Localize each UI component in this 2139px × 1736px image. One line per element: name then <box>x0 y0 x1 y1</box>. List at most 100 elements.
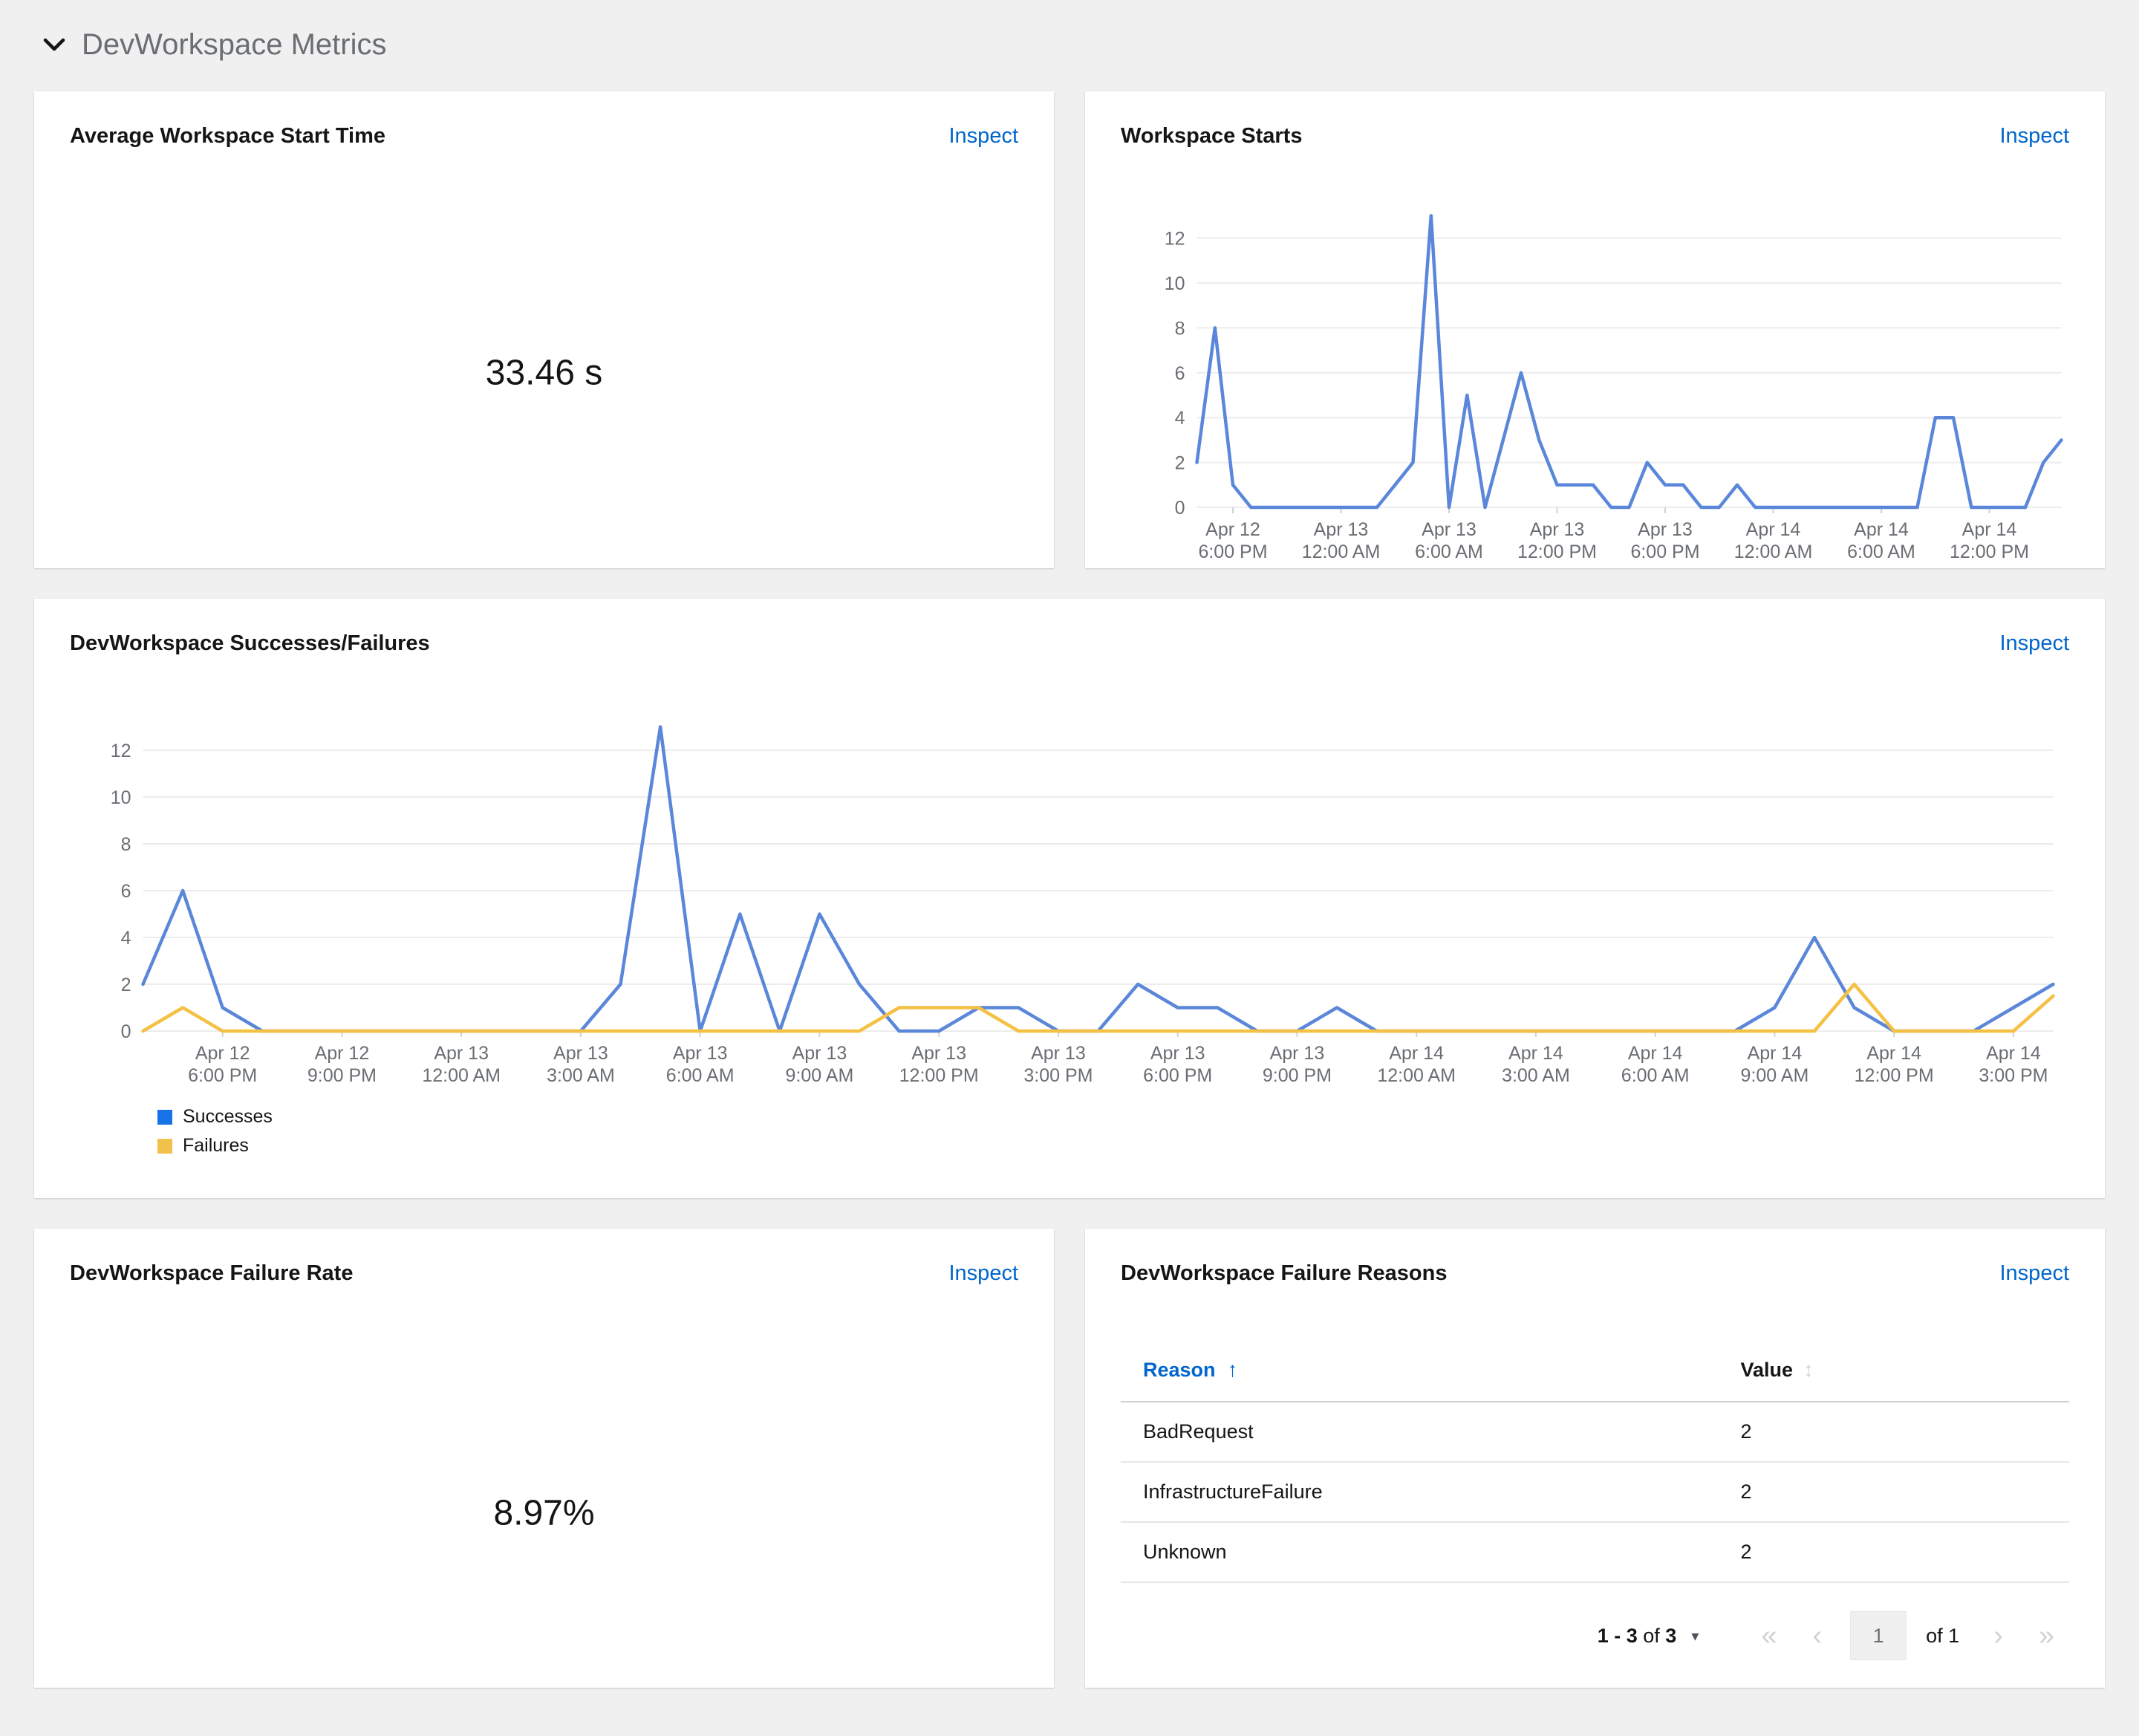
svg-text:Apr 13: Apr 13 <box>1270 1043 1325 1064</box>
svg-text:12:00 PM: 12:00 PM <box>1950 542 2029 562</box>
chart-legend: Successes Failures <box>157 1106 2069 1157</box>
svg-text:6:00 AM: 6:00 AM <box>1847 542 1915 562</box>
inspect-link-failure-rate[interactable]: Inspect <box>948 1261 1019 1285</box>
inspect-link-successes-failures[interactable]: Inspect <box>1999 631 2070 655</box>
svg-text:6:00 PM: 6:00 PM <box>188 1065 257 1086</box>
svg-text:Apr 14: Apr 14 <box>1986 1043 2041 1064</box>
inspect-link-avg-start-time[interactable]: Inspect <box>948 124 1019 148</box>
failure-reasons-card: DevWorkspace Failure Reasons Inspect Rea… <box>1085 1229 2105 1688</box>
value-cell: 2 <box>1718 1402 2069 1463</box>
svg-text:Apr 13: Apr 13 <box>553 1043 608 1064</box>
page-count-label: of 1 <box>1926 1624 1960 1647</box>
svg-text:6:00 PM: 6:00 PM <box>1143 1065 1212 1086</box>
svg-text:9:00 AM: 9:00 AM <box>1741 1065 1809 1086</box>
svg-text:Apr 13: Apr 13 <box>673 1043 728 1064</box>
reason-cell: InfrastructureFailure <box>1121 1462 1719 1523</box>
first-page-button[interactable]: « <box>1746 1622 1791 1650</box>
svg-text:4: 4 <box>121 928 131 949</box>
failure-reasons-table: Reason ↑ Value ↕ BadRequest 2 Infrastructu… <box>1121 1358 2069 1583</box>
svg-text:Apr 14: Apr 14 <box>1508 1043 1563 1064</box>
reason-cell: BadRequest <box>1121 1402 1719 1463</box>
svg-text:12: 12 <box>1165 229 1185 250</box>
next-page-button[interactable]: › <box>1979 1622 2018 1650</box>
svg-text:9:00 PM: 9:00 PM <box>307 1065 377 1086</box>
reason-cell: Unknown <box>1121 1522 1719 1583</box>
svg-text:Apr 12: Apr 12 <box>315 1043 370 1064</box>
svg-text:3:00 AM: 3:00 AM <box>547 1065 615 1086</box>
legend-item-successes[interactable]: Successes <box>157 1106 2069 1128</box>
value-cell: 2 <box>1718 1522 2069 1583</box>
previous-page-button[interactable]: ‹ <box>1798 1622 1837 1650</box>
per-page-menu-toggle[interactable]: 1 - 3 of 3 ▾ <box>1597 1624 1699 1647</box>
svg-text:Apr 13: Apr 13 <box>1422 519 1477 540</box>
metrics-row-2: DevWorkspace Successes/Failures Inspect … <box>34 599 2105 1198</box>
svg-text:Apr 13: Apr 13 <box>1150 1043 1205 1064</box>
section-toggle[interactable]: DevWorkspace Metrics <box>43 28 2105 62</box>
svg-text:2: 2 <box>1175 453 1185 474</box>
svg-text:3:00 AM: 3:00 AM <box>1502 1065 1570 1086</box>
svg-text:10: 10 <box>111 787 131 808</box>
current-page-input[interactable] <box>1850 1611 1907 1660</box>
svg-text:10: 10 <box>1165 273 1185 294</box>
svg-text:Apr 14: Apr 14 <box>1748 1043 1803 1064</box>
svg-text:Apr 13: Apr 13 <box>1314 519 1369 540</box>
svg-text:3:00 PM: 3:00 PM <box>1979 1065 2048 1086</box>
svg-text:6:00 PM: 6:00 PM <box>1630 542 1699 562</box>
card-title: Average Workspace Start Time <box>70 124 385 148</box>
svg-text:9:00 AM: 9:00 AM <box>786 1065 854 1086</box>
svg-text:Apr 13: Apr 13 <box>911 1043 966 1064</box>
card-title: DevWorkspace Failure Rate <box>70 1261 354 1285</box>
last-page-button[interactable]: » <box>2024 1622 2069 1650</box>
metrics-row-1: Average Workspace Start Time Inspect 33.… <box>34 91 2105 568</box>
legend-item-failures[interactable]: Failures <box>157 1135 2069 1157</box>
svg-text:Apr 13: Apr 13 <box>792 1043 847 1064</box>
inspect-link-workspace-starts[interactable]: Inspect <box>1999 124 2070 148</box>
svg-text:Apr 14: Apr 14 <box>1628 1043 1683 1064</box>
svg-text:6:00 AM: 6:00 AM <box>666 1065 735 1086</box>
legend-label: Failures <box>183 1135 249 1156</box>
failure-rate-value: 8.97% <box>493 1493 595 1533</box>
pagination-range: 1 - 3 <box>1597 1624 1638 1647</box>
card-title: DevWorkspace Successes/Failures <box>70 631 430 655</box>
svg-text:9:00 PM: 9:00 PM <box>1263 1065 1332 1086</box>
svg-text:Apr 14: Apr 14 <box>1866 1043 1921 1064</box>
svg-text:3:00 PM: 3:00 PM <box>1023 1065 1093 1086</box>
svg-text:Apr 14: Apr 14 <box>1746 519 1801 540</box>
svg-text:4: 4 <box>1175 408 1185 429</box>
svg-text:Apr 13: Apr 13 <box>1638 519 1693 540</box>
successes-failures-card: DevWorkspace Successes/Failures Inspect … <box>34 599 2105 1198</box>
devworkspace-metrics-page: DevWorkspace Metrics Average Workspace S… <box>34 28 2105 1688</box>
card-title: Workspace Starts <box>1121 124 1303 148</box>
svg-text:12: 12 <box>111 741 131 761</box>
svg-text:12:00 PM: 12:00 PM <box>1517 542 1597 562</box>
inspect-link-failure-reasons[interactable]: Inspect <box>1999 1261 2070 1285</box>
svg-text:6: 6 <box>1175 363 1185 384</box>
pagination: 1 - 3 of 3 ▾ « ‹ of 1 › » <box>1121 1611 2069 1660</box>
sort-icon: ↕ <box>1803 1358 1814 1381</box>
svg-text:8: 8 <box>121 834 131 855</box>
svg-text:12:00 AM: 12:00 AM <box>1302 542 1381 562</box>
svg-text:6:00 AM: 6:00 AM <box>1415 542 1483 562</box>
caret-down-icon: ▾ <box>1691 1628 1699 1645</box>
failures-swatch-icon <box>157 1138 172 1154</box>
svg-text:12:00 AM: 12:00 AM <box>1734 542 1813 562</box>
sort-ascending-icon: ↑ <box>1227 1358 1238 1381</box>
svg-text:2: 2 <box>121 975 131 995</box>
svg-text:Apr 12: Apr 12 <box>1205 519 1260 540</box>
card-title: DevWorkspace Failure Reasons <box>1121 1261 1448 1285</box>
avg-start-time-card: Average Workspace Start Time Inspect 33.… <box>34 91 1054 568</box>
svg-text:Apr 13: Apr 13 <box>434 1043 489 1064</box>
svg-text:12:00 PM: 12:00 PM <box>899 1065 979 1086</box>
svg-text:Apr 13: Apr 13 <box>1031 1043 1086 1064</box>
table-row: InfrastructureFailure 2 <box>1121 1462 2069 1523</box>
svg-text:8: 8 <box>1175 318 1185 339</box>
table-row: BadRequest 2 <box>1121 1402 2069 1463</box>
avg-start-time-value: 33.46 s <box>485 353 603 393</box>
column-header-value[interactable]: Value ↕ <box>1718 1358 2069 1402</box>
table-row: Unknown 2 <box>1121 1522 2069 1583</box>
svg-text:0: 0 <box>121 1021 131 1042</box>
column-header-reason[interactable]: Reason ↑ <box>1121 1358 1719 1402</box>
value-cell: 2 <box>1718 1462 2069 1523</box>
